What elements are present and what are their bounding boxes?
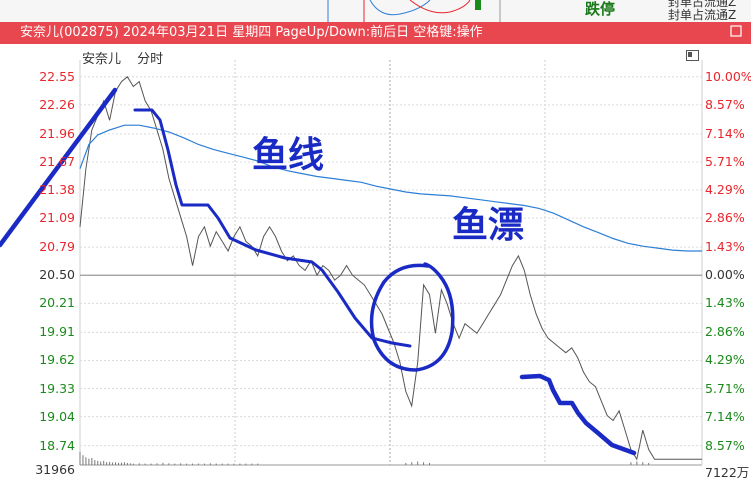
chart-mode: 分时 [137, 52, 164, 67]
close-icon [730, 25, 742, 37]
annotation-float: 鱼漂 [452, 205, 525, 246]
volume-left-label: 31966 [35, 462, 75, 477]
price-tick-label: 19.33 [39, 380, 75, 396]
price-tick-label: 21.67 [39, 153, 75, 169]
percent-tick-label: 2.86% [705, 210, 745, 226]
maximize-icon[interactable] [686, 50, 699, 61]
annotation-fishing-line: 鱼线 [252, 135, 325, 176]
percent-tick-label: 4.29% [705, 352, 745, 368]
percent-tick-label: 2.86% [705, 324, 745, 340]
price-tick-label: 22.26 [39, 96, 75, 112]
price-line [79, 76, 702, 461]
price-tick-label: 18.74 [39, 437, 75, 453]
limit-down-label: 跌停 [585, 0, 616, 18]
price-tick-label: 19.91 [39, 324, 75, 340]
annotation-float-circle [369, 262, 455, 372]
window-title: 安奈儿(002875) 2024年03月21日 星期四 PageUp/Down:… [20, 25, 483, 40]
volume-right-label: 7122万 [705, 465, 750, 480]
percent-tick-label: 0.00% [705, 267, 745, 283]
price-tick-label: 21.96 [39, 125, 75, 141]
background-candles [327, 0, 501, 22]
average-price-line [79, 124, 702, 252]
price-tick-label: 22.55 [39, 68, 75, 84]
annotation-stroke-lower [519, 373, 637, 456]
percent-tick-label: 10.00% [705, 68, 751, 84]
price-tick-label: 19.04 [39, 408, 75, 424]
price-tick-label: 20.79 [39, 239, 75, 255]
percent-tick-label: 1.43% [705, 239, 745, 255]
percent-tick-label: 5.71% [705, 380, 745, 396]
close-button[interactable] [729, 25, 743, 39]
percent-tick-label: 8.57% [705, 437, 745, 453]
price-tick-label: 20.21 [39, 295, 75, 311]
percent-tick-label: 8.57% [705, 96, 745, 112]
seal-ratio-note: 封单占流通Z 封单占流通Z [668, 0, 737, 22]
percent-tick-label: 7.14% [705, 408, 745, 424]
percent-tick-label: 7.14% [705, 125, 745, 141]
price-tick-label: 21.09 [39, 210, 75, 226]
percent-tick-label: 5.71% [705, 153, 745, 169]
price-tick-label: 19.62 [39, 352, 75, 368]
chart-header: 安奈儿 分时 [82, 48, 175, 67]
chart-window-titlebar[interactable]: 安奈儿(002875) 2024年03月21日 星期四 PageUp/Down:… [0, 22, 751, 44]
background-window-strip: 跌停 封单占流通Z 封单占流通Z [0, 0, 751, 22]
percent-tick-label: 1.43% [705, 295, 745, 311]
price-tick-label: 20.50 [39, 267, 75, 283]
price-tick-label: 21.38 [39, 182, 75, 198]
stock-name: 安奈儿 [82, 52, 122, 67]
percent-tick-label: 4.29% [705, 182, 745, 198]
